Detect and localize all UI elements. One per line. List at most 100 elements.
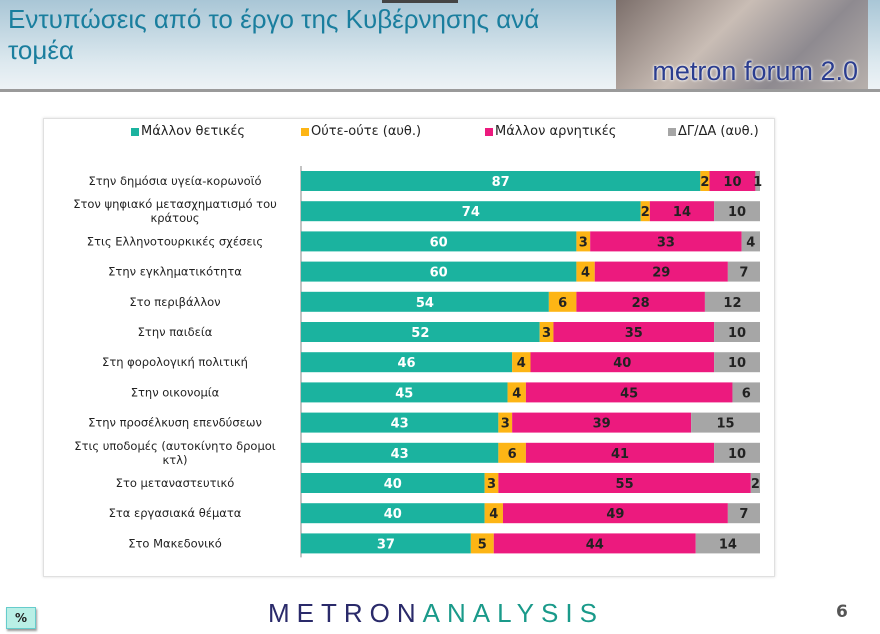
data-label: 46 bbox=[398, 356, 416, 371]
category-label: Στην δημόσια υγεία-κορωνοϊό bbox=[88, 174, 261, 188]
bar-segment bbox=[301, 261, 577, 282]
data-label: 2 bbox=[700, 175, 709, 190]
data-label: 14 bbox=[719, 537, 737, 552]
data-label: 39 bbox=[593, 417, 611, 432]
metron-analysis-logo: METRONANALYSIS bbox=[268, 598, 604, 629]
data-label: 3 bbox=[487, 477, 496, 492]
legend-swatch bbox=[485, 127, 493, 136]
data-label: 4 bbox=[746, 235, 755, 250]
data-label: 87 bbox=[492, 175, 510, 190]
data-label: 1 bbox=[753, 175, 762, 190]
legend-item: Μάλλον θετικές bbox=[131, 124, 245, 139]
data-label: 4 bbox=[517, 356, 526, 371]
bar-segment bbox=[525, 382, 733, 403]
bar-segment bbox=[493, 533, 696, 554]
legend-label: Μάλλον αρνητικές bbox=[495, 124, 617, 139]
data-label: 60 bbox=[430, 266, 448, 281]
data-label: 41 bbox=[611, 447, 629, 462]
bar-segment bbox=[553, 322, 715, 342]
bar-segment bbox=[704, 291, 760, 312]
bar-segment bbox=[714, 322, 760, 342]
bar-segment bbox=[691, 412, 760, 433]
data-label: 44 bbox=[586, 537, 604, 552]
category-label: Στις υποδομές (αυτοκίνητο δρομοι bbox=[74, 439, 276, 453]
category-label: κράτους bbox=[150, 211, 199, 225]
metron-forum-logo: metron forum 2.0 bbox=[616, 0, 868, 89]
data-label: 3 bbox=[501, 417, 510, 432]
data-label: 33 bbox=[657, 235, 675, 250]
category-label: Στην παιδεία bbox=[138, 325, 213, 339]
bar-segment bbox=[512, 412, 692, 433]
category-label: Στο μεταναστευτικό bbox=[116, 476, 235, 490]
category-label: Στις Ελληνοτουρκικές σχέσεις bbox=[87, 234, 263, 248]
bar-segment bbox=[576, 261, 595, 282]
legend-label: Μάλλον θετικές bbox=[141, 124, 246, 139]
legend-item: Ούτε-ούτε (αυθ.) bbox=[301, 124, 421, 139]
category-label: Στο Μακεδονικό bbox=[128, 536, 222, 550]
data-label: 40 bbox=[613, 356, 631, 371]
logo-text: metron forum 2.0 bbox=[652, 56, 858, 86]
bar-segment bbox=[714, 442, 760, 463]
bar-segment bbox=[640, 201, 650, 222]
data-label: 4 bbox=[489, 507, 498, 522]
bar-segment bbox=[576, 291, 705, 312]
data-label: 52 bbox=[411, 326, 429, 341]
bar-segment bbox=[755, 171, 760, 191]
data-label: 45 bbox=[620, 386, 638, 401]
bar-segment bbox=[714, 352, 760, 373]
bar-segment bbox=[498, 473, 751, 493]
data-label: 10 bbox=[728, 356, 746, 371]
legend-swatch bbox=[668, 127, 676, 136]
data-label: 14 bbox=[673, 205, 691, 220]
percent-badge: % bbox=[6, 607, 36, 629]
bar-segment bbox=[498, 442, 526, 463]
data-label: 55 bbox=[616, 477, 634, 492]
category-label: Στην εγκληματικότητα bbox=[108, 265, 242, 279]
data-label: 43 bbox=[391, 417, 409, 432]
bar-segment bbox=[484, 473, 499, 493]
data-label: 49 bbox=[606, 507, 624, 522]
data-label: 40 bbox=[384, 507, 402, 522]
data-label: 7 bbox=[739, 266, 748, 281]
bar-segment bbox=[502, 503, 728, 524]
bar-segment bbox=[530, 352, 715, 373]
bar-segment bbox=[498, 412, 513, 433]
bar-segment bbox=[484, 503, 503, 524]
bar-segment bbox=[301, 201, 641, 222]
category-label: Στα εργασιακά θέματα bbox=[109, 506, 242, 520]
bar-segment bbox=[512, 352, 531, 373]
bar-segment bbox=[470, 533, 494, 554]
data-label: 74 bbox=[462, 205, 480, 220]
bar-segment bbox=[649, 201, 715, 222]
data-label: 10 bbox=[728, 205, 746, 220]
bar-segment bbox=[301, 352, 513, 373]
data-label: 60 bbox=[430, 235, 448, 250]
data-label: 3 bbox=[579, 235, 588, 250]
bar-segment bbox=[732, 382, 760, 403]
bar-segment bbox=[539, 322, 554, 342]
legend-label: ΔΓ/ΔΑ (αυθ.) bbox=[678, 124, 759, 139]
category-label: Στην προσέλκυση επενδύσεων bbox=[88, 416, 262, 430]
data-label: 12 bbox=[723, 296, 741, 311]
category-label: Στον ψηφιακό μετασχηματισμό του bbox=[73, 197, 277, 211]
bar-segment bbox=[709, 171, 756, 191]
top-tab bbox=[382, 0, 458, 3]
category-label: Στη φορολογική πολιτική bbox=[102, 355, 248, 369]
bar-segment bbox=[301, 442, 499, 463]
data-label: 6 bbox=[508, 447, 517, 462]
chart-frame bbox=[43, 118, 775, 577]
data-label: 6 bbox=[558, 296, 567, 311]
bar-segment bbox=[301, 231, 577, 252]
data-label: 6 bbox=[742, 386, 751, 401]
bar-segment bbox=[750, 473, 760, 493]
bar-segment bbox=[727, 261, 760, 282]
data-label: 7 bbox=[739, 507, 748, 522]
bar-segment bbox=[301, 412, 499, 433]
legend-item: ΔΓ/ΔΑ (αυθ.) bbox=[668, 124, 759, 139]
bar-segment bbox=[301, 291, 549, 312]
category-label: κτλ) bbox=[163, 453, 188, 467]
bar-segment bbox=[301, 503, 485, 524]
data-label: 4 bbox=[512, 386, 521, 401]
data-label: 2 bbox=[751, 477, 760, 492]
